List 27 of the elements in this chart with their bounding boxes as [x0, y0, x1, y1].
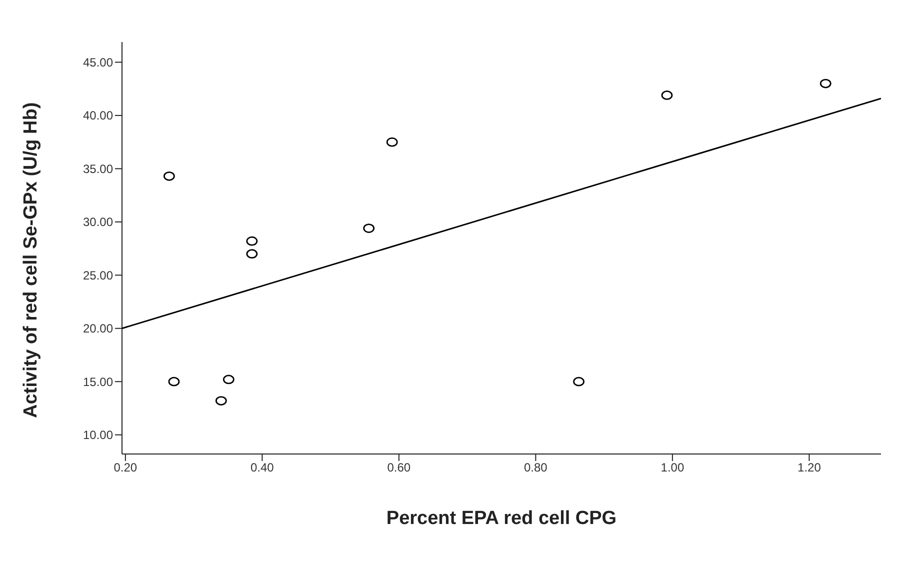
- point: [386, 137, 398, 147]
- point: [163, 171, 175, 181]
- x-tick-label: 0.40: [250, 460, 274, 475]
- x-tick-label: 1.20: [798, 460, 822, 475]
- y-tick-label: 45.00: [82, 55, 114, 70]
- x-tick-label: 0.20: [114, 460, 138, 475]
- x-tick-label: 1.00: [660, 460, 684, 475]
- x-tick-label: 0.60: [387, 460, 411, 475]
- point: [820, 78, 832, 88]
- point: [573, 376, 584, 386]
- y-tick-label: 25.00: [82, 268, 114, 282]
- point: [246, 249, 258, 259]
- point: [222, 374, 234, 384]
- point: [363, 224, 375, 234]
- point: [661, 90, 673, 100]
- y-tick-label: 40.00: [82, 108, 114, 123]
- x-tick-label: 0.80: [524, 460, 548, 475]
- point: [215, 396, 227, 406]
- y-axis-title: Activity of red cell Se-GPx (U/g Hb): [20, 102, 42, 418]
- y-tick-label: 15.00: [82, 374, 114, 389]
- y-tick-label: 10.00: [82, 428, 114, 442]
- point: [168, 376, 180, 386]
- y-tick-label: 20.00: [82, 322, 114, 336]
- x-axis-title: Percent EPA red cell CPG: [386, 508, 617, 529]
- point: [246, 236, 258, 246]
- y-tick-label: 30.00: [82, 215, 114, 230]
- y-tick-label: 35.00: [82, 162, 114, 176]
